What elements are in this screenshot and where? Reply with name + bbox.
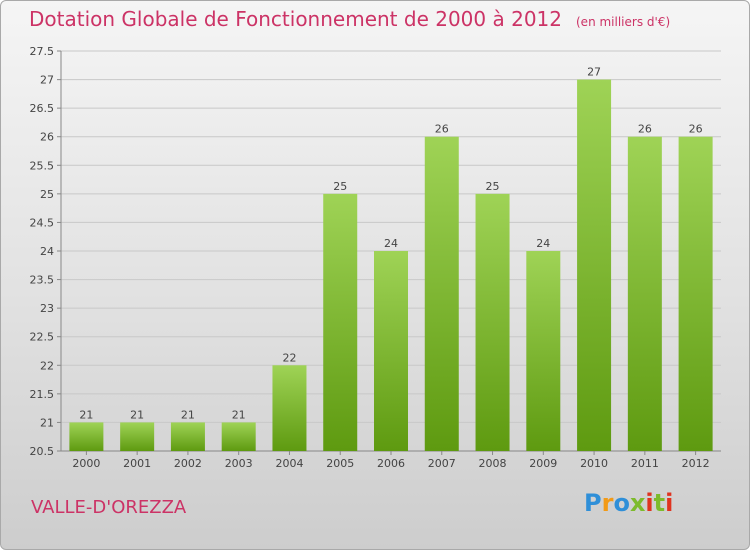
logo-letter: t <box>653 489 666 517</box>
data-label: 24 <box>536 237 550 250</box>
proxiti-logo: Proxiti <box>584 489 673 517</box>
y-tick-label: 23.5 <box>30 274 55 287</box>
y-tick-label: 26.5 <box>30 102 55 115</box>
logo-letter: x <box>629 489 646 517</box>
x-tick-label: 2003 <box>225 457 253 470</box>
logo-letter: P <box>584 489 602 517</box>
bar <box>526 251 561 451</box>
y-tick-label: 25 <box>40 188 54 201</box>
x-tick-label: 2004 <box>275 457 303 470</box>
bar <box>577 79 612 452</box>
bar <box>170 422 205 451</box>
y-tick-label: 20.5 <box>30 445 55 458</box>
chart-subtitle: (en milliers d'€) <box>576 15 671 29</box>
title-line: Dotation Globale de Fonctionnement de 20… <box>29 7 670 31</box>
place-name: VALLE-D'OREZZA <box>31 497 187 518</box>
logo-letter: i <box>645 489 654 517</box>
bars <box>69 79 713 452</box>
y-tick-label: 27.5 <box>30 45 55 58</box>
data-label: 26 <box>435 123 449 136</box>
data-label: 26 <box>689 123 703 136</box>
bar <box>475 193 510 451</box>
data-labels: 21 21 21 21 22 25 24 26 25 24 27 26 26 <box>79 66 702 422</box>
x-tick-label: 2012 <box>682 457 710 470</box>
bar <box>374 251 408 451</box>
x-tick-label: 2009 <box>529 457 557 470</box>
bar <box>424 136 459 451</box>
bar <box>69 422 104 451</box>
y-tick-label: 27 <box>40 74 54 87</box>
x-tick-label: 2008 <box>479 457 507 470</box>
chart-title: Dotation Globale de Fonctionnement de 20… <box>29 7 562 31</box>
y-tick-label: 22 <box>40 359 54 372</box>
data-label: 21 <box>232 408 246 421</box>
data-label: 25 <box>486 180 500 193</box>
y-tick-label: 26 <box>40 131 54 144</box>
data-label: 21 <box>181 408 195 421</box>
x-tick-label: 2006 <box>377 457 405 470</box>
data-label: 25 <box>333 180 347 193</box>
bar <box>221 422 256 451</box>
logo-letter: i <box>665 489 674 517</box>
logo-letter: r <box>601 489 614 517</box>
x-tick-label: 2005 <box>326 457 354 470</box>
data-label: 21 <box>79 408 93 421</box>
x-tick-label: 2002 <box>174 457 202 470</box>
data-label: 24 <box>384 237 398 250</box>
data-label: 27 <box>587 66 601 79</box>
x-tick-label: 2000 <box>72 457 100 470</box>
bar <box>272 365 307 451</box>
x-tick-label: 2011 <box>631 457 659 470</box>
bar <box>120 422 155 451</box>
data-label: 22 <box>282 351 296 364</box>
data-label: 21 <box>130 408 144 421</box>
x-tick-label: 2010 <box>580 457 608 470</box>
y-tick-label: 25.5 <box>30 159 55 172</box>
y-tick-label: 22.5 <box>30 331 55 344</box>
y-tick-label: 21 <box>40 416 54 429</box>
y-tick-label: 21.5 <box>30 388 55 401</box>
x-tick-label: 2007 <box>428 457 456 470</box>
bar <box>323 193 358 451</box>
y-tick-label: 24 <box>40 245 54 258</box>
logo-letter: o <box>613 489 630 517</box>
x-tick-label: 2001 <box>123 457 151 470</box>
y-tick-label: 23 <box>40 302 54 315</box>
bar <box>678 136 713 451</box>
data-label: 26 <box>638 123 652 136</box>
y-tick-label: 24.5 <box>30 216 55 229</box>
bar <box>627 136 662 451</box>
